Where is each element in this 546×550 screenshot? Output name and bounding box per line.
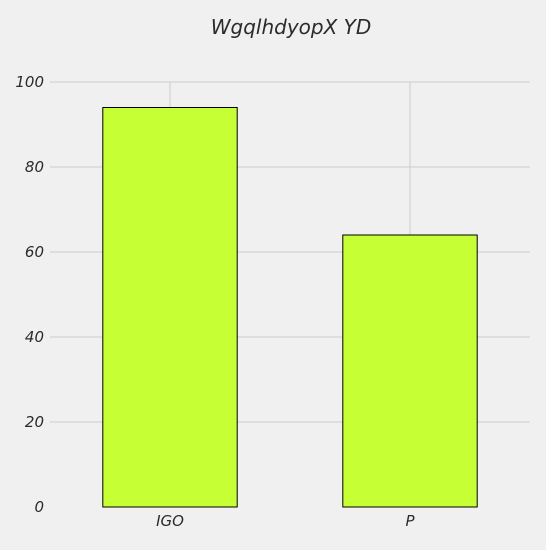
y-tick-label: 0 — [34, 498, 44, 516]
y-tick-label: 60 — [25, 243, 44, 261]
y-tick-label: 80 — [25, 158, 44, 176]
y-tick-label: 20 — [25, 413, 44, 431]
y-axis-ticks: 0 20 40 60 80 100 — [15, 73, 44, 516]
bar-igo — [102, 107, 238, 508]
x-axis-ticks: IGO P — [156, 512, 415, 530]
x-tick-label: IGO — [156, 512, 184, 530]
bar-p — [342, 234, 478, 508]
y-tick-label: 40 — [25, 328, 44, 346]
x-tick-label: P — [405, 512, 415, 530]
bars-layer — [102, 107, 478, 508]
chart-title: WgqlhdyopX YD — [211, 15, 372, 39]
y-tick-label: 100 — [15, 73, 44, 91]
